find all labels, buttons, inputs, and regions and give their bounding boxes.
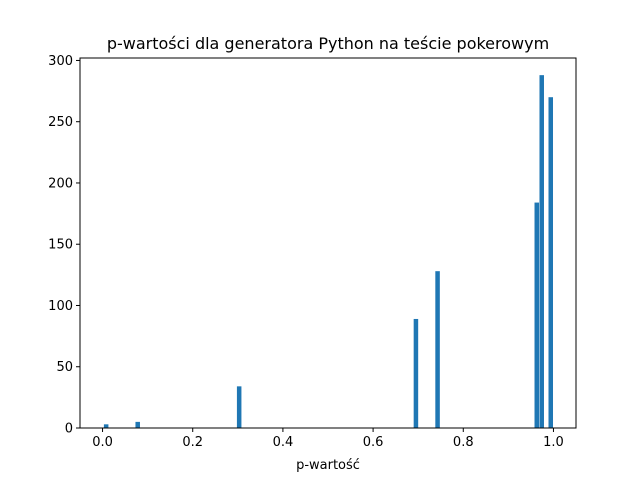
x-axis-label: p-wartość <box>296 458 360 473</box>
x-tick-label: 0.6 <box>363 435 384 450</box>
x-tick-label: 1.0 <box>543 435 564 450</box>
x-axis-ticks: 0.0 0.2 0.4 0.6 0.8 1.0 <box>92 428 564 450</box>
x-tick-label: 0.8 <box>453 435 474 450</box>
histogram-bar-1 <box>135 421 140 428</box>
y-axis-ticks: 0 50 100 150 200 250 300 <box>48 54 80 437</box>
plot-frame <box>79 57 577 429</box>
y-tick-label: 150 <box>48 238 73 253</box>
bars-group <box>103 75 554 429</box>
chart-title: p-wartości dla generatora Python na teśc… <box>107 34 549 53</box>
histogram-bar-3 <box>413 318 419 428</box>
y-tick-label: 250 <box>48 115 73 130</box>
histogram-bar-2 <box>236 386 242 428</box>
x-tick-label: 0.2 <box>182 435 203 450</box>
histogram-bar-5 <box>534 202 540 428</box>
y-tick-label: 200 <box>48 176 73 191</box>
histogram-bar-0 <box>103 424 109 428</box>
x-tick-label: 0.0 <box>92 435 113 450</box>
histogram-bar-4 <box>435 271 440 428</box>
histogram-bar-7 <box>548 97 554 429</box>
x-tick-label: 0.4 <box>273 435 294 450</box>
y-tick-label: 300 <box>48 54 73 69</box>
y-tick-label: 100 <box>48 299 73 314</box>
histogram-bar-6 <box>539 75 544 429</box>
y-tick-label: 0 <box>65 422 73 437</box>
y-tick-label: 50 <box>56 360 73 375</box>
